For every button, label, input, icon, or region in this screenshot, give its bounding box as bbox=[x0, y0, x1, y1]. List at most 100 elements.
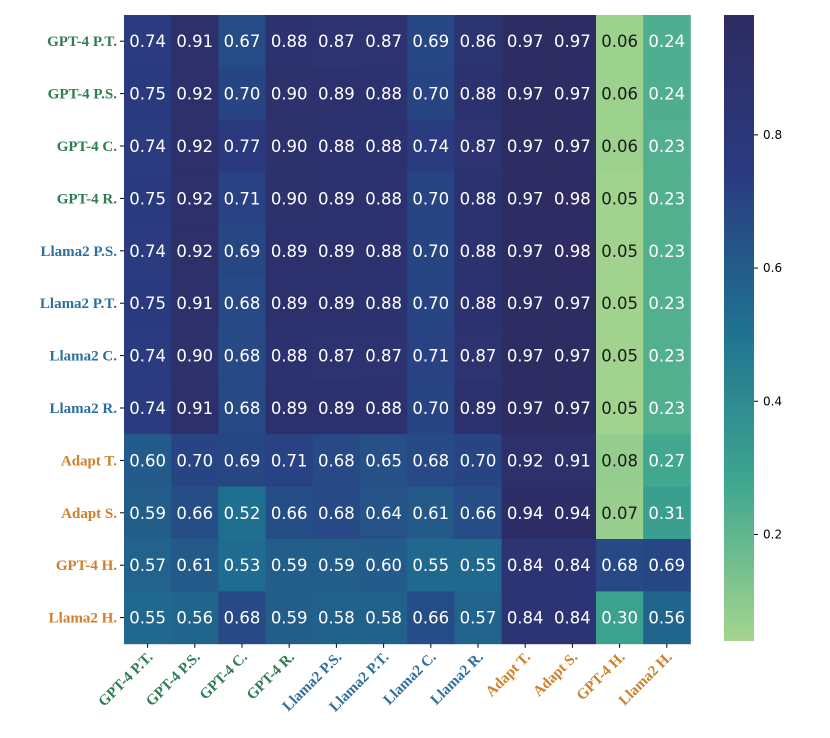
cell-value-label: 0.57 bbox=[129, 556, 166, 575]
column-label: GPT-4 C. bbox=[197, 649, 251, 703]
cell-value-label: 0.66 bbox=[176, 504, 213, 523]
heatmap-cell bbox=[501, 277, 550, 330]
heatmap-cell bbox=[124, 224, 172, 278]
cell-value-label: 0.89 bbox=[271, 242, 308, 261]
cell-value-label: 0.90 bbox=[271, 137, 308, 156]
heatmap-cell bbox=[643, 434, 691, 487]
cell-value-label: 0.88 bbox=[271, 32, 308, 51]
row-label: Adapt S. bbox=[61, 506, 117, 522]
heatmap-cell bbox=[218, 224, 266, 278]
heatmap-cell bbox=[265, 172, 314, 225]
heatmap-cell bbox=[312, 119, 361, 173]
heatmap-cell bbox=[501, 434, 550, 487]
heatmap-cell bbox=[454, 539, 502, 592]
heatmap-cell bbox=[124, 591, 172, 645]
heatmap-cell bbox=[312, 277, 361, 330]
heatmap-cell bbox=[218, 591, 266, 645]
heatmap-cell bbox=[407, 15, 455, 68]
cell-value-label: 0.97 bbox=[554, 85, 591, 104]
heatmap-cell bbox=[596, 434, 644, 487]
cell-value-label: 0.87 bbox=[318, 347, 355, 366]
cell-value-label: 0.92 bbox=[507, 451, 544, 470]
heatmap-cell bbox=[407, 119, 455, 173]
heatmap-cell bbox=[548, 224, 597, 278]
heatmap-cell bbox=[643, 539, 691, 592]
heatmap-cell bbox=[548, 539, 597, 592]
cell-value-label: 0.87 bbox=[318, 32, 355, 51]
heatmap-cell bbox=[454, 329, 502, 383]
cell-value-label: 0.97 bbox=[507, 85, 544, 104]
heatmap-cell bbox=[596, 119, 644, 173]
cell-value-label: 0.97 bbox=[554, 32, 591, 51]
cell-value-label: 0.88 bbox=[365, 242, 402, 261]
cell-value-label: 0.94 bbox=[507, 504, 544, 523]
row-label: Llama2 C. bbox=[50, 349, 118, 365]
heatmap-cell bbox=[407, 67, 455, 121]
cell-value-label: 0.59 bbox=[271, 609, 308, 628]
row-labels: GPT-4 P.T. GPT-4 P.S. GPT-4 C. GPT-4 R. Llam… bbox=[40, 34, 124, 627]
cell-value-label: 0.88 bbox=[365, 399, 402, 418]
heatmap-cell bbox=[407, 434, 455, 487]
cell-value-label: 0.58 bbox=[365, 609, 402, 628]
cell-value-label: 0.88 bbox=[318, 137, 355, 156]
heatmap-cell bbox=[548, 486, 597, 540]
cell-value-label: 0.69 bbox=[648, 556, 685, 575]
heatmap-cell bbox=[548, 434, 597, 487]
heatmap-cell bbox=[596, 172, 644, 225]
cell-value-label: 0.06 bbox=[601, 137, 638, 156]
heatmap-cell bbox=[265, 277, 314, 330]
colorbar: 0.2 0.4 0.6 0.8 bbox=[724, 15, 782, 641]
row-label: GPT-4 C. bbox=[57, 139, 118, 155]
cell-value-label: 0.87 bbox=[365, 347, 402, 366]
cell-value-label: 0.75 bbox=[129, 294, 166, 313]
cell-value-label: 0.71 bbox=[412, 347, 449, 366]
heatmap-cell bbox=[312, 172, 361, 225]
cell-value-label: 0.53 bbox=[224, 556, 261, 575]
heatmap-cell bbox=[548, 67, 597, 121]
cell-value-label: 0.87 bbox=[365, 32, 402, 51]
heatmap-cell bbox=[643, 486, 691, 540]
heatmap-cell bbox=[218, 119, 266, 173]
heatmap-cell bbox=[501, 15, 550, 68]
cell-value-label: 0.84 bbox=[554, 609, 591, 628]
heatmap-cell bbox=[407, 172, 455, 225]
heatmap-cell bbox=[360, 67, 408, 121]
heatmap-cell bbox=[218, 172, 266, 225]
heatmap-cell bbox=[360, 591, 408, 645]
heatmap-cell bbox=[312, 381, 361, 435]
row-label: Adapt T. bbox=[61, 453, 117, 469]
heatmap-cell bbox=[548, 381, 597, 435]
cell-value-label: 0.23 bbox=[648, 347, 685, 366]
heatmap-cell bbox=[548, 591, 597, 645]
heatmap-cell bbox=[312, 67, 361, 121]
row-label: GPT-4 P.T. bbox=[47, 34, 117, 50]
cell-value-label: 0.97 bbox=[507, 347, 544, 366]
heatmap-cell bbox=[312, 15, 361, 68]
cell-value-label: 0.07 bbox=[601, 504, 638, 523]
cell-value-label: 0.69 bbox=[224, 451, 261, 470]
cell-value-label: 0.88 bbox=[365, 294, 402, 313]
cell-value-label: 0.77 bbox=[224, 137, 261, 156]
cell-value-label: 0.75 bbox=[129, 189, 166, 208]
cell-value-label: 0.84 bbox=[507, 556, 544, 575]
cell-value-label: 0.92 bbox=[176, 189, 213, 208]
colorbar-tick-label: 0.8 bbox=[763, 128, 782, 142]
colorbar-gradient bbox=[724, 15, 754, 641]
cell-value-label: 0.08 bbox=[601, 451, 638, 470]
heatmap-cell bbox=[312, 539, 361, 592]
heatmap-cell bbox=[124, 381, 172, 435]
heatmap-cell bbox=[312, 434, 361, 487]
heatmap-cell bbox=[643, 591, 691, 645]
row-label: GPT-4 H. bbox=[56, 558, 117, 574]
cell-value-label: 0.91 bbox=[176, 399, 213, 418]
heatmap-cell bbox=[501, 329, 550, 383]
cell-value-label: 0.97 bbox=[507, 137, 544, 156]
heatmap-cell bbox=[171, 591, 219, 645]
cell-value-label: 0.91 bbox=[554, 451, 591, 470]
cell-value-label: 0.70 bbox=[412, 189, 449, 208]
heatmap-cell bbox=[643, 67, 691, 121]
heatmap-cell bbox=[218, 486, 266, 540]
cell-value-label: 0.70 bbox=[224, 85, 261, 104]
cell-value-label: 0.97 bbox=[507, 32, 544, 51]
heatmap-cell bbox=[596, 15, 644, 68]
